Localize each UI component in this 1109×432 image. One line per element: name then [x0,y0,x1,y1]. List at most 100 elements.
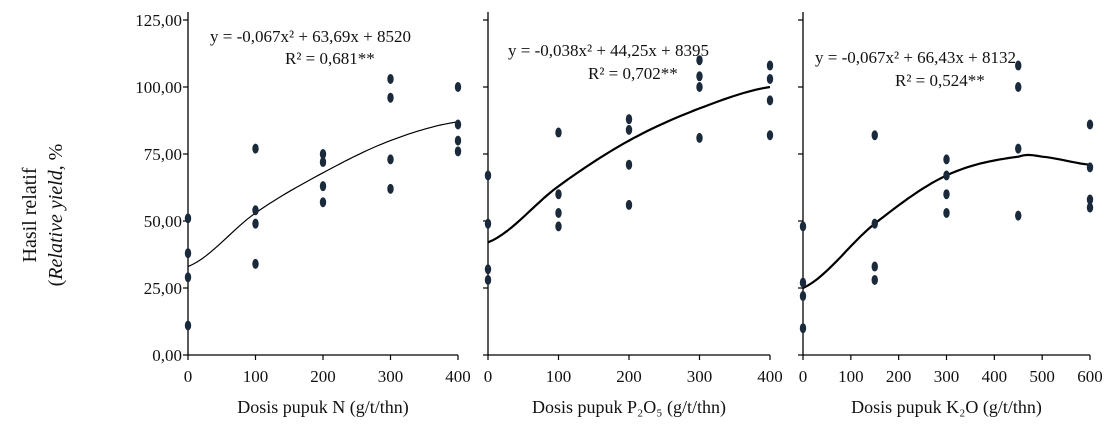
x-tick-label: 300 [687,367,713,386]
data-point [625,114,633,125]
x-axis-title: Dosis pupuk N (g/t/thn) [237,397,409,418]
data-point [555,221,562,232]
chart-panel-p2o5: 0 100 200 300 400 Dosis pupuk P₂O₅ (g/t/thn) y… [483,12,783,418]
y-tick-label: 0,00 [152,346,182,365]
x-tick-label: 0 [799,367,808,386]
x-tick-label: 300 [378,367,404,386]
data-point [696,132,703,143]
x-tick-label: 400 [757,367,783,386]
y-tick-label: 75,00 [144,145,182,164]
x-tick-label: 100 [243,367,269,386]
data-point [766,60,774,71]
data-point [184,248,192,259]
data-point [387,183,394,194]
data-point [454,135,462,146]
data-point [387,92,394,103]
x-tick-label: 200 [616,367,642,386]
data-point [1015,60,1022,71]
chart-panels: 0 100 200 300 400 Dosis pupuk N (g/t/thn) y = … [183,12,1103,418]
y-axis-title: Hasil relatif (Relative yield, % [19,144,67,287]
y-axis-title-suffix: , % [45,144,67,171]
data-point [319,149,327,159]
data-point [766,130,774,141]
data-point [871,218,878,229]
data-point [625,159,633,170]
y-tick-labels: 0,00 25,00 50,00 75,00 100,00 125,00 [135,11,182,365]
data-point [1086,194,1094,205]
data-point [252,258,259,269]
data-point [799,221,807,232]
y-tick-label: 100,00 [135,78,182,97]
data-point [387,73,394,84]
x-tick-label: 400 [982,367,1008,386]
x-tick-label: 0 [184,367,193,386]
data-point [871,274,878,285]
data-point [799,323,807,334]
data-point [799,291,807,302]
data-point [555,207,562,218]
data-point [1086,202,1094,213]
x-axis-title: Dosis pupuk K₂O (g/t/thn) [851,397,1042,418]
data-point [484,264,492,275]
regression-equation: y = -0,067x² + 63,69x + 8520 [210,27,411,46]
y-tick-label: 125,00 [135,11,182,30]
data-point [766,95,774,106]
data-point [943,189,950,200]
x-tick-label: 500 [1029,367,1055,386]
data-point [252,205,259,216]
data-point [484,218,492,229]
data-point [1015,143,1022,154]
data-point [766,73,774,84]
x-axis-title: Dosis pupuk P₂O₅ (g/t/thn) [532,397,726,418]
x-tick-label: 600 [1077,367,1103,386]
data-point [454,119,462,130]
data-point [871,261,878,272]
data-point [252,218,259,229]
x-tick-label: 0 [484,367,493,386]
data-point [871,130,878,141]
data-point [625,124,633,135]
data-point [1015,210,1022,221]
y-tick-label: 50,00 [144,212,182,231]
regression-equation: y = -0,067x² + 66,43x + 8132 [815,48,1016,67]
data-point [454,146,462,157]
data-point [319,197,327,208]
y-axis-title-line1: Hasil relatif [19,167,41,262]
x-tick-label: 400 [445,367,471,386]
data-point [555,127,562,138]
data-point [696,82,703,92]
data-point [1086,119,1094,130]
data-point [696,71,703,82]
trend-line [487,85,771,244]
data-point [484,274,492,285]
data-point [943,154,950,165]
chart-panel-n: 0 100 200 300 400 Dosis pupuk N (g/t/thn) y = … [183,12,471,418]
data-point [454,82,462,92]
data-point [943,207,950,218]
y-axis-title-italic: Relative yield [45,169,67,280]
x-tick-label: 300 [934,367,960,386]
data-point [484,170,492,181]
trend-line [187,121,459,268]
y-tick-label: 25,00 [144,279,182,298]
r-squared-label: R² = 0,681** [285,49,375,68]
r-squared-label: R² = 0,702** [588,64,678,83]
x-tick-label: 100 [838,367,864,386]
data-point [319,181,327,192]
data-point [184,272,192,283]
r-squared-label: R² = 0,524** [895,71,985,90]
data-point [184,213,192,224]
data-point [943,170,950,181]
chart-panel-k2o: 0 100 200 300 400 500 600 Dosis pupuk K₂O (g/t/… [798,12,1103,418]
x-tick-label: 100 [546,367,572,386]
data-point [625,199,633,210]
data-point [387,154,394,165]
regression-equation: y = -0,038x² + 44,25x + 8395 [508,41,709,60]
data-point [184,320,192,331]
data-point [696,55,703,66]
data-point [252,143,259,154]
data-point [319,157,327,168]
x-tick-label: 200 [310,367,336,386]
y-axis-title-line2: (Relative yield, % [45,144,67,287]
